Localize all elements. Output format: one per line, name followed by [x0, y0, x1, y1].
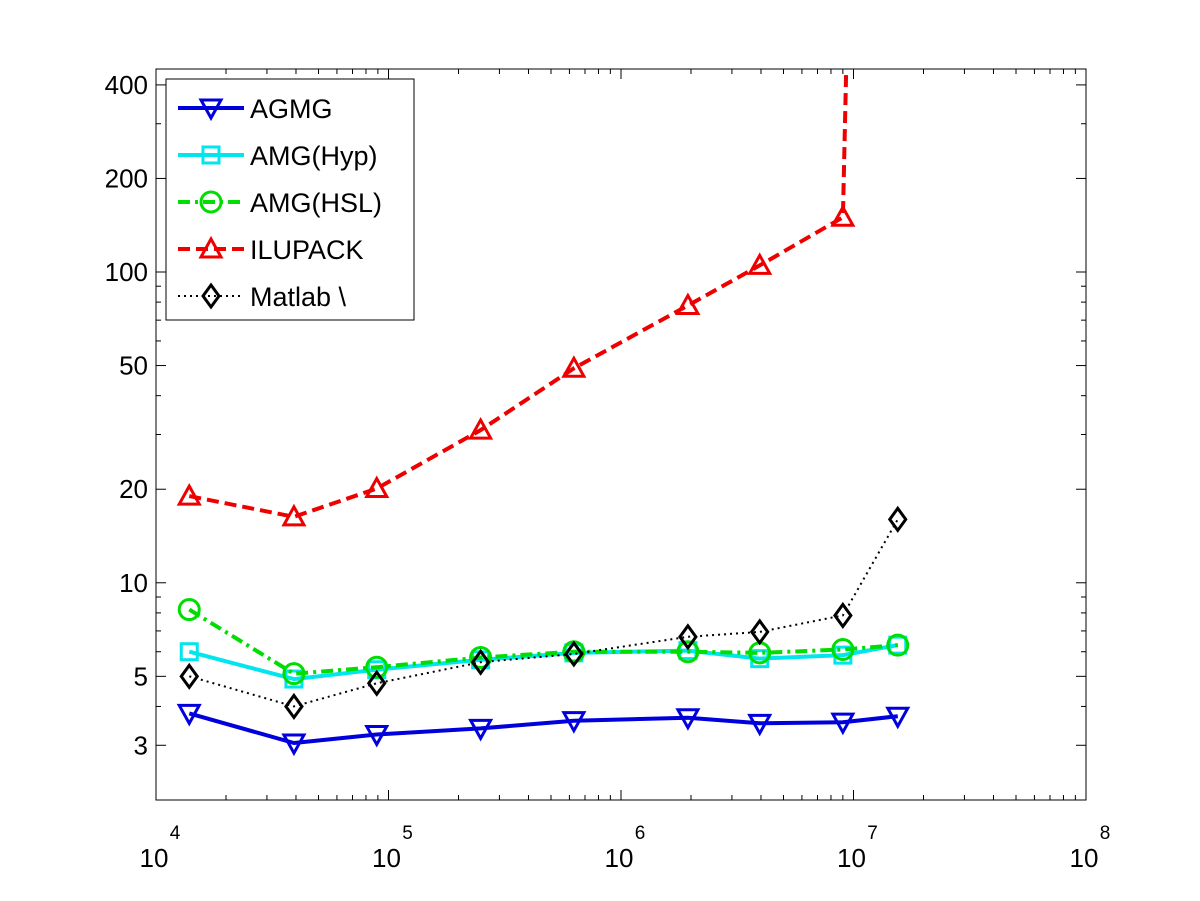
x-tick-label-exponent: 4 [170, 823, 181, 844]
data-point-matlab [678, 623, 698, 651]
legend-marker-agmg [198, 98, 224, 122]
data-point-agmg [885, 706, 911, 730]
data-point-agmg [561, 711, 587, 734]
data-point-ilupack [281, 503, 307, 527]
data-point-ilupack [675, 292, 701, 316]
legend-label-amg-hsl: AMG(HSL) [250, 188, 382, 218]
data-point-ilupack [468, 416, 494, 440]
legend-marker-ilupack [198, 235, 224, 259]
series-amg-hyp [179, 635, 908, 689]
series-line-agmg [188, 711, 899, 745]
series-layer [176, 69, 911, 757]
series-ilupack [176, 69, 856, 527]
legend-marker-amg-hyp [201, 145, 221, 165]
series-amg-hsl [177, 598, 910, 686]
data-point-ilupack [364, 475, 390, 499]
y-tick-label: 3 [134, 730, 148, 760]
data-point-matlab [470, 648, 491, 676]
x-tick-label-base: 10 [1070, 843, 1099, 873]
x-tick-label-exponent: 7 [867, 823, 878, 844]
x-tick-label-exponent: 6 [635, 823, 646, 844]
x-tick-label-base: 10 [140, 843, 169, 873]
data-point-amg-hsl [886, 633, 910, 657]
series-agmg [176, 703, 911, 757]
data-point-ilupack [176, 483, 202, 506]
data-point-agmg [830, 712, 856, 736]
data-point-matlab [564, 640, 584, 668]
data-point-agmg [281, 733, 307, 757]
data-point-matlab [284, 692, 304, 720]
y-tick-label: 20 [119, 474, 148, 504]
y-tick-label: 10 [119, 568, 148, 598]
legend: AGMG AMG(Hyp) AMG(HSL) ILUPACK Matlab \ [165, 78, 415, 321]
data-point-matlab [887, 505, 908, 533]
series-matlab [179, 505, 908, 720]
data-point-agmg [747, 713, 773, 737]
axis-ticks [155, 69, 1087, 800]
data-point-amg-hsl [177, 598, 201, 622]
data-point-matlab [366, 669, 387, 697]
data-point-amg-hsl [676, 640, 700, 664]
data-point-ilupack [561, 355, 587, 378]
data-point-matlab [749, 618, 770, 646]
y-tick-label: 200 [105, 163, 148, 193]
x-tick-label-exponent: 5 [402, 823, 413, 844]
data-point-matlab [179, 662, 200, 690]
x-tick-label-base: 10 [372, 843, 401, 873]
data-point-agmg [675, 708, 701, 731]
legend-box [165, 78, 415, 321]
data-point-amg-hsl [831, 637, 855, 661]
series-line-amg-hsl [188, 607, 898, 676]
data-point-matlab [833, 601, 853, 629]
legend-marker-amg-hsl [199, 190, 223, 214]
x-tick-label-base: 10 [605, 843, 634, 873]
data-point-ilupack [747, 252, 773, 275]
y-tick-label: 5 [134, 661, 148, 691]
y-tick-label: 400 [105, 70, 148, 100]
data-point-amg-hyp [179, 642, 199, 662]
data-point-amg-hsl [365, 655, 389, 679]
y-tick-label: 50 [119, 351, 148, 381]
plot-frame [155, 68, 1087, 801]
series-line-ilupack [188, 69, 849, 519]
x-tick-label-exponent: 8 [1100, 823, 1111, 844]
data-point-agmg [176, 703, 202, 727]
legend-marker-matlab [201, 282, 221, 310]
data-point-amg-hsl [282, 662, 306, 686]
data-point-ilupack [830, 204, 856, 227]
data-point-amg-hsl [469, 645, 493, 669]
data-point-agmg [364, 724, 390, 748]
y-tick-label: 100 [105, 257, 148, 287]
legend-label-agmg: AGMG [250, 94, 333, 124]
data-point-agmg [468, 718, 494, 742]
series-line-amg-hyp [188, 643, 899, 682]
legend-label-ilupack: ILUPACK [250, 235, 364, 265]
legend-label-matlab: Matlab \ [250, 282, 347, 312]
legend-label-amg-hyp: AMG(Hyp) [250, 141, 378, 171]
x-tick-label-base: 10 [837, 843, 866, 873]
